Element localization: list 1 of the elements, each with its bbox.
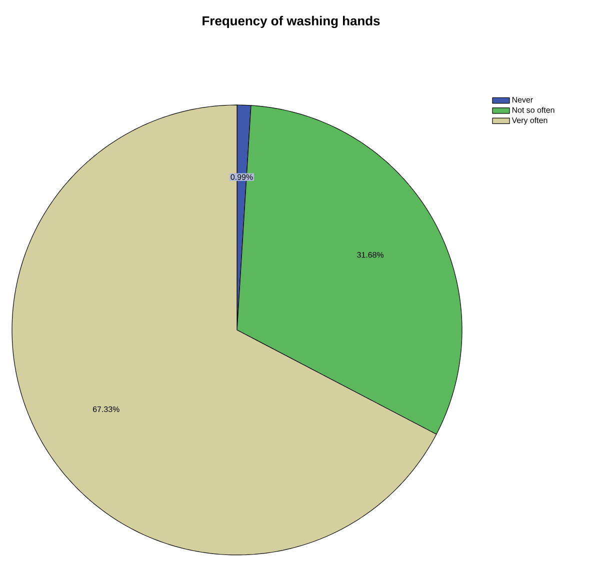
chart-title: Frequency of washing hands [202, 16, 380, 28]
